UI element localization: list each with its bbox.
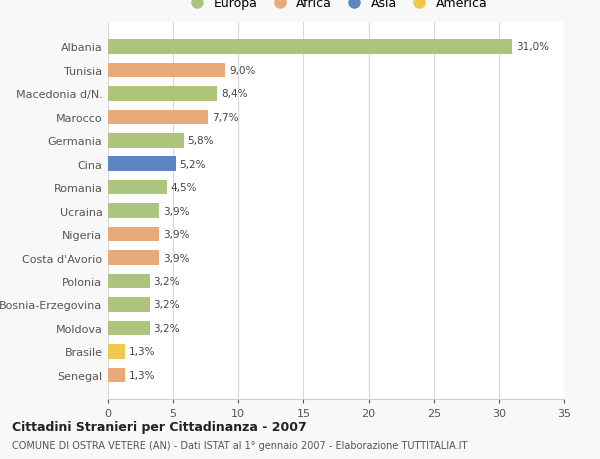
Bar <box>108 40 512 55</box>
Bar <box>108 87 217 101</box>
Text: COMUNE DI OSTRA VETERE (AN) - Dati ISTAT al 1° gennaio 2007 - Elaborazione TUTTI: COMUNE DI OSTRA VETERE (AN) - Dati ISTAT… <box>12 440 467 450</box>
Bar <box>108 227 159 242</box>
Text: 3,9%: 3,9% <box>163 206 189 216</box>
Bar <box>108 63 225 78</box>
Text: 3,2%: 3,2% <box>154 276 180 286</box>
Text: 3,9%: 3,9% <box>163 253 189 263</box>
Text: 5,8%: 5,8% <box>187 136 214 146</box>
Text: 3,2%: 3,2% <box>154 300 180 310</box>
Text: 3,9%: 3,9% <box>163 230 189 240</box>
Bar <box>108 297 149 312</box>
Text: 1,3%: 1,3% <box>129 370 155 380</box>
Bar <box>108 368 125 382</box>
Bar <box>108 204 159 218</box>
Text: Cittadini Stranieri per Cittadinanza - 2007: Cittadini Stranieri per Cittadinanza - 2… <box>12 420 307 433</box>
Bar <box>108 251 159 265</box>
Text: 5,2%: 5,2% <box>179 159 206 169</box>
Text: 1,3%: 1,3% <box>129 347 155 357</box>
Bar <box>108 180 167 195</box>
Bar <box>108 110 208 125</box>
Bar <box>108 274 149 289</box>
Text: 3,2%: 3,2% <box>154 323 180 333</box>
Bar <box>108 344 125 359</box>
Text: 31,0%: 31,0% <box>516 42 549 52</box>
Text: 9,0%: 9,0% <box>229 66 256 76</box>
Bar <box>108 321 149 336</box>
Text: 7,7%: 7,7% <box>212 112 239 123</box>
Text: 8,4%: 8,4% <box>221 89 248 99</box>
Legend: Europa, Africa, Asia, America: Europa, Africa, Asia, America <box>182 0 490 13</box>
Bar <box>108 157 176 172</box>
Bar <box>108 134 184 148</box>
Text: 4,5%: 4,5% <box>170 183 197 193</box>
